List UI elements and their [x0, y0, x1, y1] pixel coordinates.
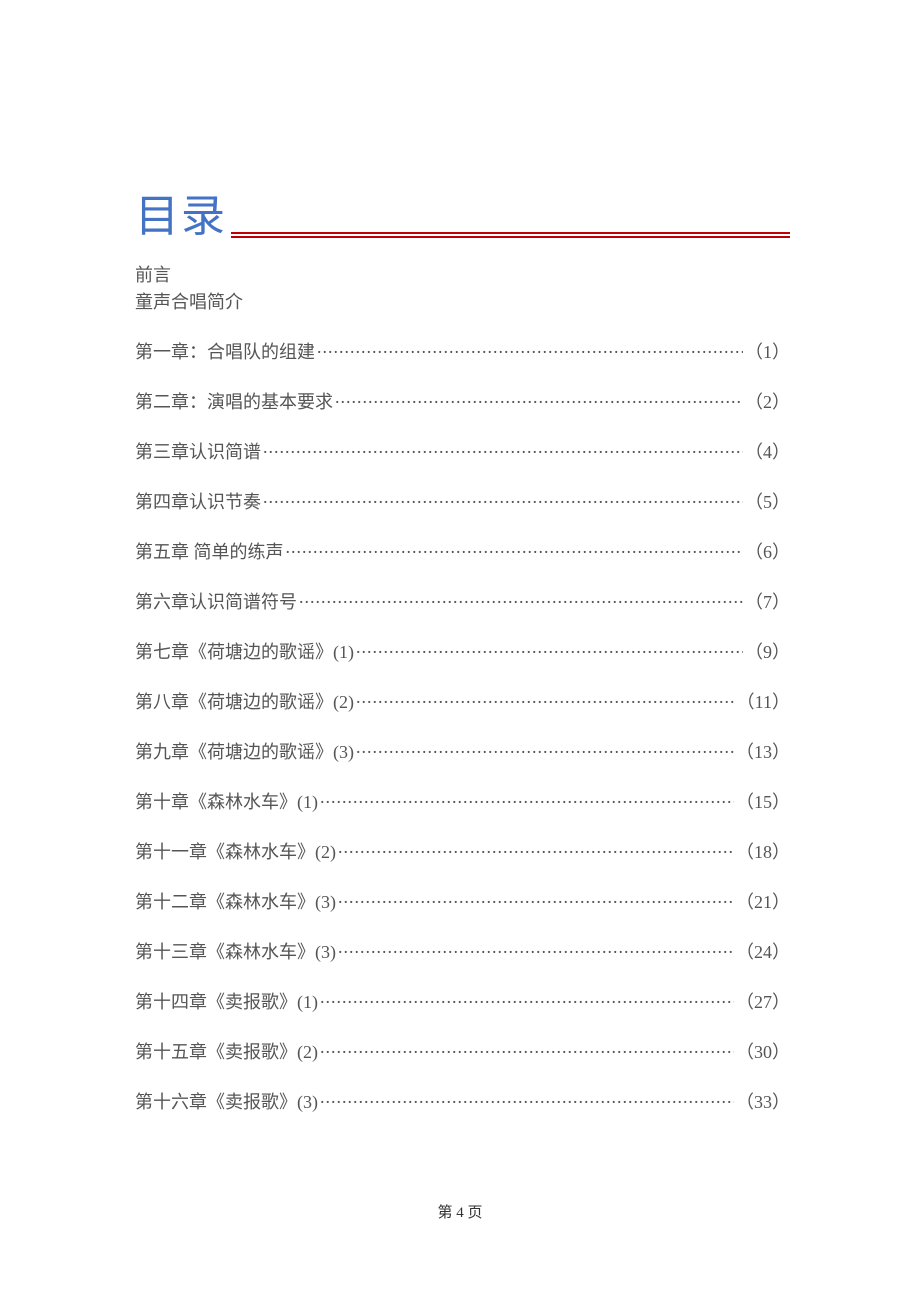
toc-dots [356, 640, 743, 658]
toc-dots [263, 490, 743, 508]
toc-label: 第九章《荷塘边的歌谣》(3) [135, 738, 354, 764]
table-of-contents: 第一章：合唱队的组建 （1） 第二章：演唱的基本要求 （2） 第三章认识简谱 （… [135, 338, 790, 1114]
page-title: 目录 [135, 180, 227, 244]
toc-page: （5） [745, 488, 790, 514]
toc-page: （6） [745, 538, 790, 564]
document-page: 目录 前言 童声合唱简介 第一章：合唱队的组建 （1） 第二章：演唱的基本要求 … [0, 0, 920, 1114]
toc-dots [356, 690, 735, 708]
toc-row: 第十六章《卖报歌》(3) （33） [135, 1088, 790, 1114]
toc-label: 第五章 简单的练声 [135, 538, 284, 564]
toc-dots [299, 590, 743, 608]
toc-row: 第八章《荷塘边的歌谣》(2) （11） [135, 688, 790, 714]
toc-row: 第九章《荷塘边的歌谣》(3) （13） [135, 738, 790, 764]
toc-label: 第十四章《卖报歌》(1) [135, 988, 318, 1014]
toc-label: 第七章《荷塘边的歌谣》(1) [135, 638, 354, 664]
toc-label: 第三章认识简谱 [135, 438, 261, 464]
toc-page: （30） [736, 1038, 790, 1064]
toc-row: 第十四章《卖报歌》(1) （27） [135, 988, 790, 1014]
toc-dots [263, 440, 743, 458]
toc-page: （24） [736, 938, 790, 964]
toc-dots [320, 1090, 734, 1108]
toc-label: 第四章认识节奏 [135, 488, 261, 514]
toc-label: 第十章《森林水车》(1) [135, 788, 318, 814]
toc-row: 第十五章《卖报歌》(2) （30） [135, 1038, 790, 1064]
toc-row: 第七章《荷塘边的歌谣》(1) （9） [135, 638, 790, 664]
toc-dots [317, 340, 743, 358]
toc-dots [286, 540, 744, 558]
toc-dots [338, 890, 734, 908]
toc-page: （2） [745, 388, 790, 414]
toc-label: 第十三章《森林水车》(3) [135, 938, 336, 964]
toc-row: 第一章：合唱队的组建 （1） [135, 338, 790, 364]
preamble-line: 前言 [135, 262, 790, 289]
toc-label: 第十二章《森林水车》(3) [135, 888, 336, 914]
toc-label: 第二章：演唱的基本要求 [135, 388, 333, 414]
toc-page: （9） [745, 638, 790, 664]
toc-page: （27） [736, 988, 790, 1014]
toc-row: 第三章认识简谱 （4） [135, 438, 790, 464]
toc-row: 第十三章《森林水车》(3) （24） [135, 938, 790, 964]
toc-row: 第二章：演唱的基本要求 （2） [135, 388, 790, 414]
toc-dots [356, 740, 734, 758]
toc-page: （33） [736, 1088, 790, 1114]
toc-page: （1） [745, 338, 790, 364]
toc-page: （21） [736, 888, 790, 914]
toc-page: （7） [745, 588, 790, 614]
title-row: 目录 [135, 180, 790, 244]
toc-dots [320, 790, 734, 808]
toc-label: 第十五章《卖报歌》(2) [135, 1038, 318, 1064]
toc-dots [338, 940, 734, 958]
toc-row: 第十二章《森林水车》(3) （21） [135, 888, 790, 914]
toc-dots [320, 1040, 734, 1058]
toc-label: 第十一章《森林水车》(2) [135, 838, 336, 864]
toc-page: （13） [736, 738, 790, 764]
toc-label: 第十六章《卖报歌》(3) [135, 1088, 318, 1114]
toc-row: 第十章《森林水车》(1) （15） [135, 788, 790, 814]
toc-row: 第十一章《森林水车》(2) （18） [135, 838, 790, 864]
toc-page: （15） [736, 788, 790, 814]
toc-page: （11） [737, 688, 790, 714]
toc-page: （4） [745, 438, 790, 464]
preamble-line: 童声合唱简介 [135, 289, 790, 316]
toc-label: 第八章《荷塘边的歌谣》(2) [135, 688, 354, 714]
toc-row: 第五章 简单的练声 （6） [135, 538, 790, 564]
toc-label: 第一章：合唱队的组建 [135, 338, 315, 364]
title-rule [231, 232, 790, 238]
toc-page: （18） [736, 838, 790, 864]
toc-label: 第六章认识简谱符号 [135, 588, 297, 614]
toc-dots [335, 390, 743, 408]
toc-row: 第四章认识节奏 （5） [135, 488, 790, 514]
toc-dots [338, 840, 734, 858]
toc-row: 第六章认识简谱符号 （7） [135, 588, 790, 614]
toc-dots [320, 990, 734, 1008]
page-footer: 第 4 页 [0, 1201, 920, 1222]
preamble: 前言 童声合唱简介 [135, 262, 790, 316]
